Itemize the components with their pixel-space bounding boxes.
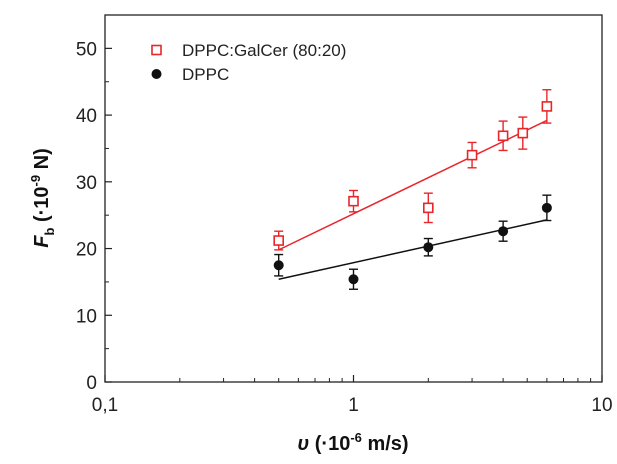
y-tick-label: 40 [76,106,97,127]
data-point-series-1 [273,230,284,251]
data-point-series-1 [497,120,509,152]
legend: DPPC:GalCer (80:20) DPPC [151,41,346,84]
data-point-series-1 [466,141,478,169]
axis-ticks: 0 10 20 30 40 50 0,1 1 10 [76,39,613,416]
marker-filled-circle [541,202,552,213]
data-point-series-2 [273,253,284,277]
data-point-series-1 [423,192,434,224]
marker-open-square [348,195,359,207]
x-tick-label: 1 [348,395,359,416]
x-axis-exponent: -6 [350,430,362,445]
y-tick-label: 0 [86,373,97,394]
legend-label: DPPC:GalCer (80:20) [182,41,346,60]
fit-lines [278,119,548,280]
data-point-series-2 [423,237,434,257]
x-axis-symbol: υ [297,433,309,455]
legend-entry: DPPC:GalCer (80:20) [151,41,346,60]
legend-entry: DPPC [151,65,229,84]
marker-filled-circle [348,274,359,285]
marker-open-square [541,101,553,112]
y-axis-suffix: N) [31,148,53,175]
data-point-series-2 [541,194,552,222]
y-tick-label: 50 [76,39,97,60]
data-point-series-1 [348,189,359,213]
x-axis-suffix: m/s) [362,433,409,455]
marker-filled-circle [273,260,284,271]
marker-open-square [423,202,434,214]
x-axis-title: υ (·10-6 m/s) [297,430,408,455]
marker-open-square [273,235,284,246]
data-point-series-2 [498,220,509,242]
marker-open-square [466,149,478,161]
data-point-series-1 [517,116,529,150]
legend-marker-open-square [151,44,162,56]
data-point-series-1 [541,89,553,124]
x-axis-prefix: (·10 [309,433,350,455]
marker-filled-circle [423,242,434,253]
y-axis-subscript: b [42,228,57,236]
marker-filled-circle [498,226,509,237]
y-axis-title: Fb (·10-9 N) [28,148,57,248]
y-axis-prefix: (·10 [31,186,53,227]
fit-line-series-1 [278,119,548,251]
data-point-series-2 [348,268,359,290]
y-axis-symbol: F [31,235,53,248]
y-tick-label: 20 [76,240,97,261]
y-tick-label: 10 [76,306,97,327]
legend-label: DPPC [182,65,229,84]
y-tick-label: 30 [76,173,97,194]
marker-open-square [497,130,509,142]
marker-open-square [517,127,529,139]
x-tick-label: 0,1 [92,395,118,416]
x-tick-label: 10 [591,395,612,416]
data-points [273,89,553,290]
legend-marker-filled-circle [151,69,162,79]
y-axis-exponent: -9 [28,175,43,187]
